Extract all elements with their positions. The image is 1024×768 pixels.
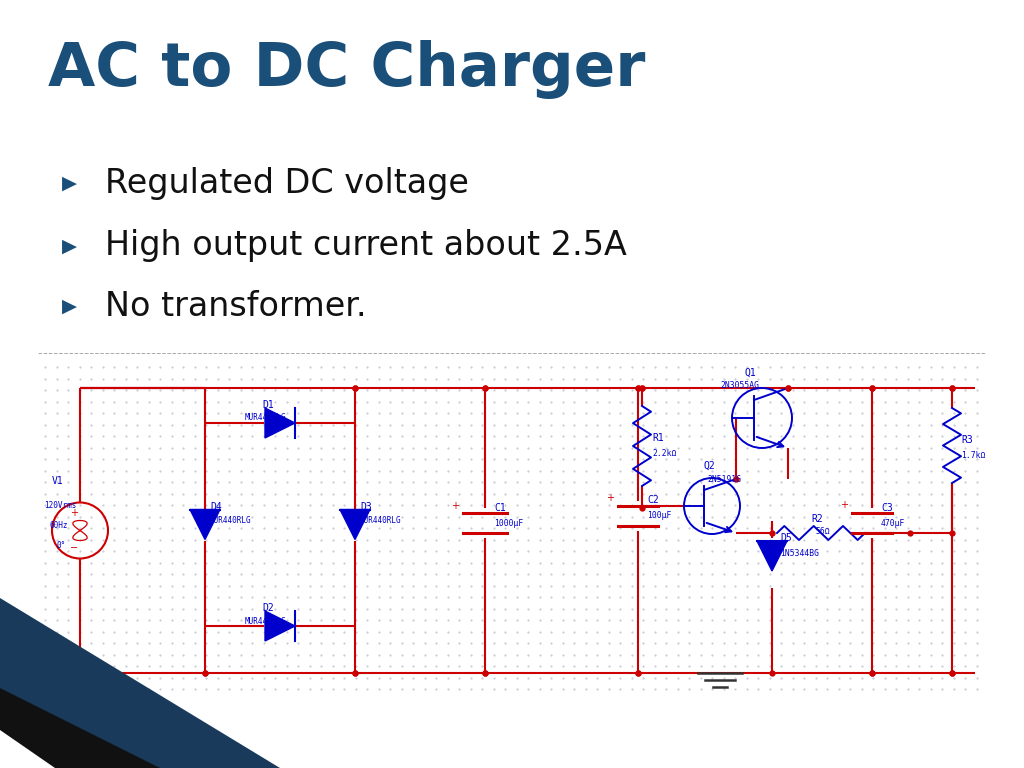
- Text: AC to DC Charger: AC to DC Charger: [48, 40, 645, 99]
- Polygon shape: [190, 509, 220, 539]
- Text: R2: R2: [811, 514, 822, 524]
- Text: D4: D4: [210, 502, 222, 511]
- Text: 2.2kΩ: 2.2kΩ: [652, 449, 677, 458]
- Polygon shape: [265, 611, 295, 641]
- Text: 60Hz: 60Hz: [50, 521, 69, 530]
- Text: D2: D2: [262, 603, 273, 613]
- Polygon shape: [757, 541, 787, 571]
- Text: ▶: ▶: [62, 237, 77, 256]
- Text: MUR440RLG: MUR440RLG: [210, 516, 252, 525]
- Text: R1: R1: [652, 433, 664, 443]
- Text: ▶: ▶: [62, 296, 77, 316]
- Text: C1: C1: [494, 503, 506, 513]
- Text: 120Vrms: 120Vrms: [44, 501, 77, 510]
- Text: 1N5344BG: 1N5344BG: [780, 548, 819, 558]
- Text: 100μF: 100μF: [647, 511, 672, 519]
- Text: V1: V1: [52, 475, 63, 485]
- Text: +: +: [451, 501, 459, 511]
- Text: D5: D5: [780, 533, 792, 543]
- Text: 0°: 0°: [56, 541, 66, 550]
- Text: D3: D3: [360, 502, 372, 511]
- Text: MUR440RLG: MUR440RLG: [245, 617, 287, 625]
- Text: R3: R3: [961, 435, 973, 445]
- Text: 470μF: 470μF: [881, 518, 905, 528]
- Text: 2N3055AG: 2N3055AG: [720, 382, 759, 390]
- Text: Q2: Q2: [705, 461, 716, 471]
- Text: MUR440RLG: MUR440RLG: [360, 516, 401, 525]
- Text: 2N5191G: 2N5191G: [707, 475, 741, 484]
- Text: C3: C3: [881, 503, 893, 513]
- Text: C2: C2: [647, 495, 658, 505]
- Polygon shape: [0, 598, 280, 768]
- Polygon shape: [265, 408, 295, 438]
- Text: +: +: [606, 493, 614, 503]
- Text: +: +: [840, 500, 848, 510]
- Text: +: +: [70, 508, 78, 518]
- Text: D1: D1: [262, 400, 273, 410]
- Polygon shape: [0, 688, 160, 768]
- Text: −: −: [70, 542, 78, 552]
- Polygon shape: [340, 509, 370, 539]
- Text: 56Ω: 56Ω: [816, 527, 830, 535]
- Text: Q1: Q1: [744, 368, 756, 378]
- Text: 1000μF: 1000μF: [494, 518, 523, 528]
- Text: High output current about 2.5A: High output current about 2.5A: [105, 230, 627, 263]
- Text: 1.7kΩ: 1.7kΩ: [961, 452, 985, 461]
- Text: ▶: ▶: [62, 174, 77, 193]
- Text: No transformer.: No transformer.: [105, 290, 367, 323]
- Text: MUR440RLG: MUR440RLG: [245, 413, 287, 422]
- Polygon shape: [0, 730, 55, 768]
- Text: Regulated DC voltage: Regulated DC voltage: [105, 167, 469, 200]
